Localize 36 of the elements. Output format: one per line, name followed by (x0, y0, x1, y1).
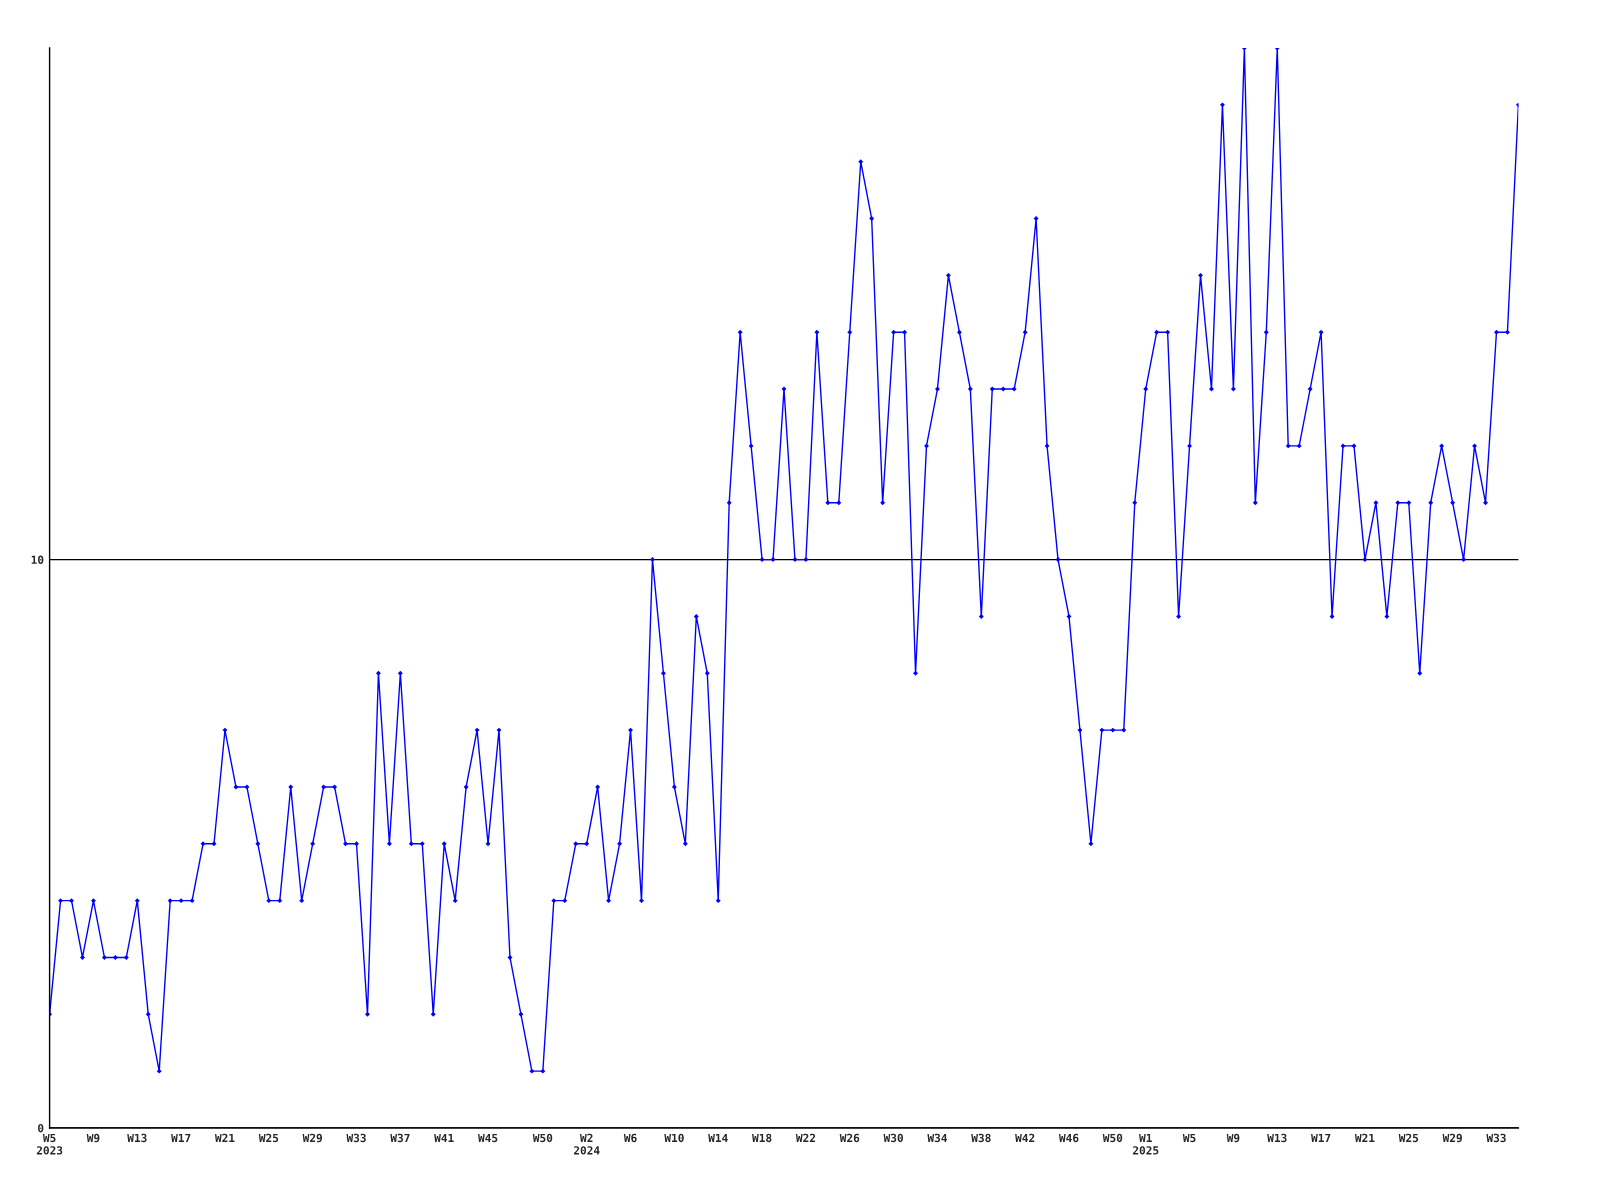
x-tick-label: W5 (1182, 1133, 1196, 1143)
x-tick-label: W42 (1015, 1133, 1035, 1142)
x-tick-label: W9 (1226, 1133, 1240, 1143)
x-tick-label: W17 (1311, 1133, 1331, 1142)
x-tick-label: W18 (752, 1133, 772, 1143)
x-tick-label: W9 (86, 1133, 100, 1143)
x-tick-label: W21 (214, 1133, 235, 1142)
x-tick-label: W25 (1398, 1133, 1419, 1143)
x-tick-label: W21 (1354, 1133, 1375, 1142)
y-tick-label: 0 (38, 1123, 44, 1133)
x-tick-label: W26 (839, 1133, 860, 1143)
x-tick-label: W1 2025 (1132, 1133, 1159, 1155)
x-tick-label: W30 (883, 1133, 903, 1143)
y-tick-label: 10 (31, 555, 44, 564)
x-tick-label: W13 (127, 1133, 147, 1143)
x-tick-label: W33 (1486, 1133, 1506, 1143)
x-tick-label: W50 (532, 1133, 553, 1143)
x-tick-label: W6 (623, 1133, 637, 1143)
x-tick-label: W10 (664, 1133, 684, 1143)
x-tick-label: W14 (708, 1133, 728, 1142)
x-tick-label: W22 (795, 1133, 816, 1142)
x-tick-label: W5 2023 (36, 1133, 63, 1155)
x-tick-label: W17 (171, 1133, 191, 1142)
x-tick-label: W25 (258, 1133, 279, 1143)
x-tick-label: W37 (390, 1133, 410, 1143)
x-tick-label: W41 (434, 1133, 454, 1142)
x-tick-label: W33 (346, 1133, 366, 1143)
x-tick-label: W29 (302, 1133, 322, 1143)
x-tick-label: W50 (1102, 1133, 1123, 1143)
x-tick-label: W38 (971, 1133, 991, 1143)
x-tick-label: W13 (1267, 1133, 1287, 1143)
x-tick-label: W29 (1442, 1133, 1462, 1143)
x-tick-label: W34 (927, 1133, 947, 1143)
x-tick-label: W46 (1058, 1133, 1079, 1143)
x-tick-label: W2 2024 (573, 1133, 600, 1155)
x-tick-label: W45 (478, 1133, 498, 1143)
